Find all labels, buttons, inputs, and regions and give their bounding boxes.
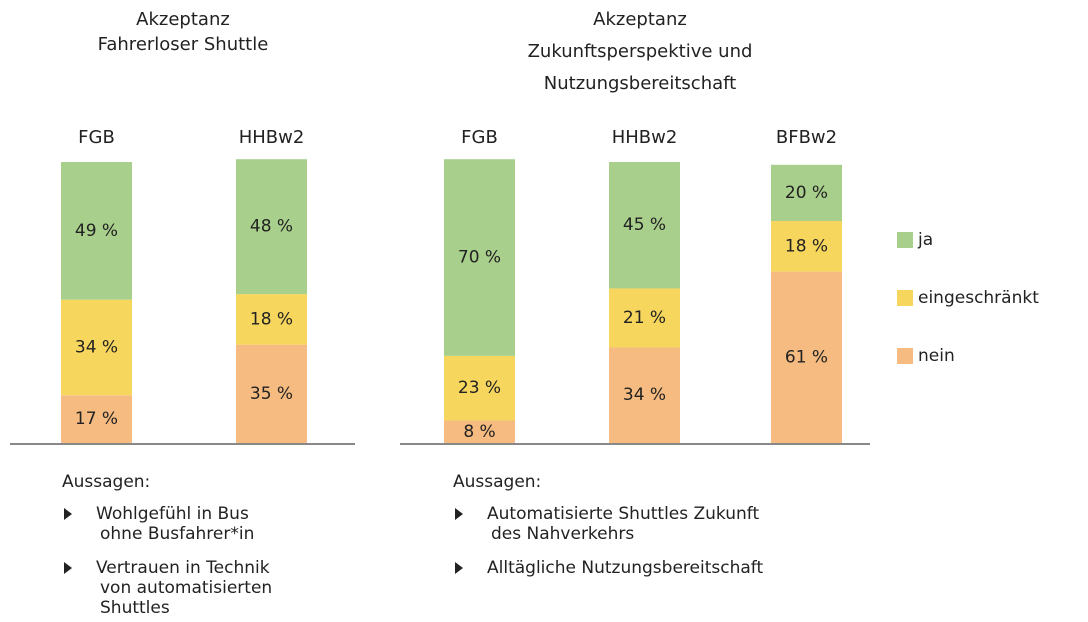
legend-label: eingeschränkt [918, 288, 1039, 308]
note-text: Vertrauen in Technik [96, 558, 270, 578]
chart-title: Fahrerloser Shuttle [98, 34, 269, 55]
bar-segment [61, 162, 132, 300]
value-label: 17 % [75, 409, 118, 429]
bar-segment [771, 164, 842, 222]
legend-swatch [897, 232, 913, 248]
note-text: Wohlgefühl in Bus [96, 504, 249, 524]
category-label: FGB [78, 127, 115, 148]
bar-segment [236, 344, 307, 443]
bar-segment [444, 355, 515, 421]
note-text: von automatisierten [100, 578, 272, 598]
bullet [455, 508, 463, 520]
bar-segment [609, 288, 680, 348]
legend-label: nein [918, 346, 955, 366]
value-label: 45 % [623, 215, 666, 235]
value-label: 49 % [75, 221, 118, 241]
chart-title: Akzeptanz [136, 9, 230, 30]
bullet [455, 562, 463, 574]
bullet [64, 562, 72, 574]
category-label: HHBw2 [239, 127, 305, 148]
value-label: 34 % [75, 337, 118, 357]
bar-segment [609, 162, 680, 289]
bar-segment [444, 159, 515, 356]
bar-segment [236, 294, 307, 345]
bullet [64, 508, 72, 520]
value-label: 61 % [785, 347, 828, 367]
value-label: 18 % [250, 309, 293, 329]
chart-title: Zukunftsperspektive und [528, 41, 753, 62]
value-label: 8 % [463, 422, 495, 442]
bar-segment [609, 347, 680, 443]
notes-heading: Aussagen: [62, 472, 150, 492]
value-label: 70 % [458, 248, 501, 268]
note-text: des Nahverkehrs [491, 524, 634, 544]
bar-segment [61, 299, 132, 396]
value-label: 21 % [623, 308, 666, 328]
note-text: Shuttles [100, 598, 170, 618]
value-label: 18 % [785, 236, 828, 256]
note-text: Automatisierte Shuttles Zukunft [487, 504, 759, 524]
category-label: HHBw2 [612, 127, 678, 148]
bar-segment [236, 159, 307, 295]
note-text: Alltägliche Nutzungsbereitschaft [487, 558, 763, 578]
bar-segment [771, 221, 842, 272]
legend-swatch [897, 290, 913, 306]
bar-segment [61, 395, 132, 443]
bar-segment [771, 271, 842, 443]
notes-heading: Aussagen: [453, 472, 541, 492]
legend-swatch [897, 348, 913, 364]
value-label: 34 % [623, 385, 666, 405]
category-label: FGB [461, 127, 498, 148]
bar-segment [444, 420, 515, 443]
legend-label: ja [917, 230, 933, 250]
value-label: 23 % [458, 378, 501, 398]
note-text: ohne Busfahrer*in [100, 524, 254, 544]
value-label: 35 % [250, 384, 293, 404]
chart-title: Akzeptanz [593, 9, 687, 30]
category-label: BFBw2 [776, 127, 837, 148]
value-label: 48 % [250, 217, 293, 237]
chart-title: Nutzungsbereitschaft [544, 73, 736, 94]
value-label: 20 % [785, 183, 828, 203]
